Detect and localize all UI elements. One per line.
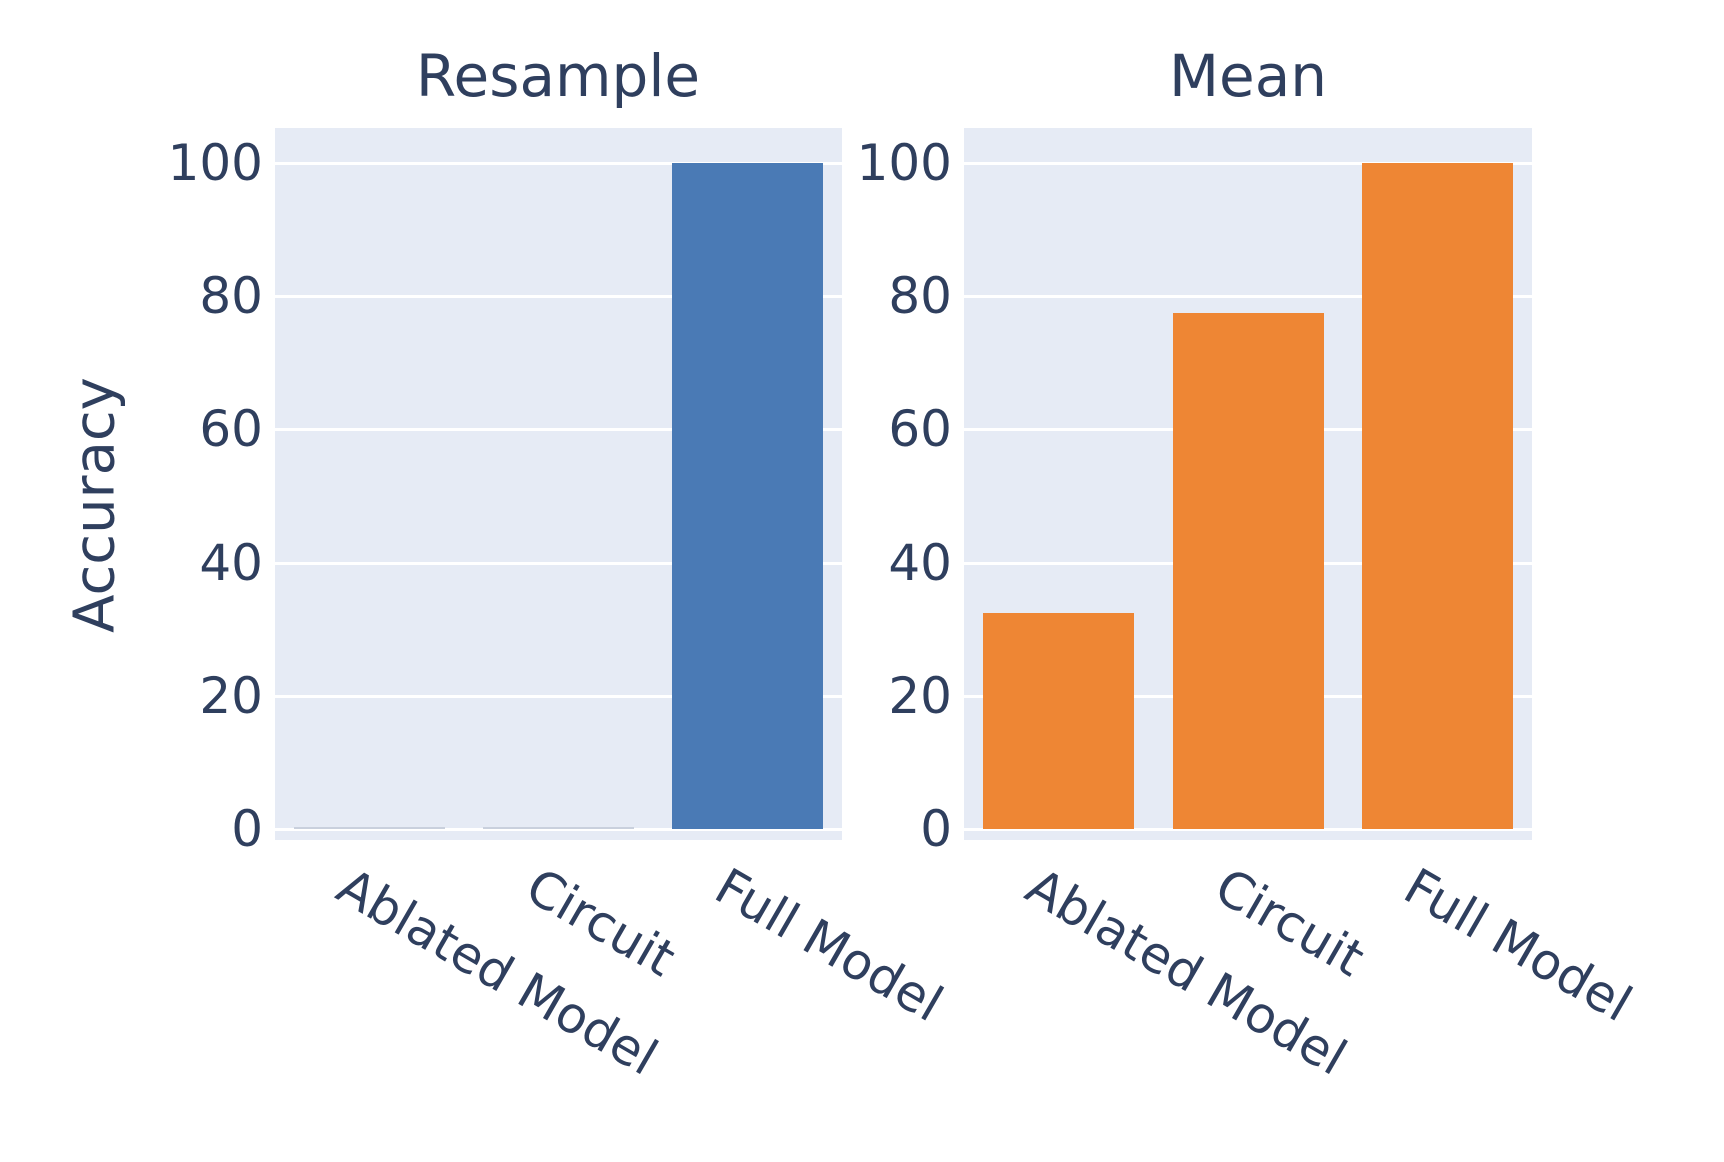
y-axis-tick-label: 100: [856, 134, 952, 192]
bar-full-model: [1361, 163, 1513, 829]
gridline-y-80: [964, 295, 1532, 299]
gridline-y-80: [275, 295, 842, 299]
y-axis-tick-label: 20: [888, 666, 952, 725]
gridline-y-100: [964, 162, 1532, 165]
bar-circuit: [1172, 312, 1324, 829]
y-axis-tick-label: 60: [888, 400, 952, 459]
gridline-y-0: [964, 828, 1532, 831]
x-axis-tick-label: Full Model: [1394, 857, 1642, 1034]
bar-full-model: [672, 163, 823, 829]
y-axis-tick-label: 80: [888, 267, 952, 326]
bar-ablated-model: [983, 612, 1135, 829]
subplot-mean-plot-area: 0 20 40 60 80 100 Ablated Model Circuit Full Mod…: [857, 128, 1642, 1087]
y-axis-tick-label: 40: [199, 533, 263, 592]
plot-background: [964, 128, 1532, 840]
gridline-y-100: [275, 162, 842, 165]
y-axis-tick-label: 80: [199, 267, 263, 326]
subplot-resample-title: Resample: [415, 42, 701, 110]
subplot-resample-plot-area: 0 20 40 60 80 100 Ablated Model Circuit Full Mod…: [168, 128, 952, 1087]
y-axis-tick-label: 20: [199, 666, 263, 725]
x-axis-tick-label: Ablated Model: [327, 857, 667, 1087]
x-axis-tick-label: Ablated Model: [1016, 857, 1356, 1087]
y-axis-tick-label: 100: [167, 134, 263, 192]
y-axis-tick-label: 0: [920, 800, 952, 858]
bar-ablated-model: [294, 827, 445, 829]
gridline-y-20: [275, 694, 842, 698]
y-axis-tick-label: 40: [888, 533, 952, 592]
gridline-y-0: [275, 828, 842, 831]
y-axis-tick-label: 0: [231, 800, 263, 858]
y-axis-tick-label: 60: [199, 400, 263, 459]
bar-circuit: [483, 827, 634, 829]
gridline-y-60: [275, 428, 842, 432]
subplot-mean-title: Mean: [1168, 42, 1328, 110]
plot-background: [275, 128, 842, 840]
gridline-y-40: [275, 561, 842, 565]
x-axis-tick-label: Full Model: [705, 857, 952, 1034]
